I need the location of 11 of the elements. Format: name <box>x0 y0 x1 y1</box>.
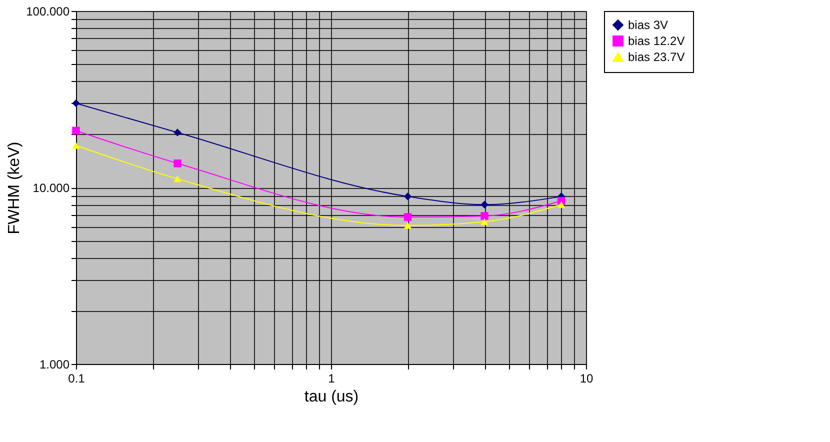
legend-label: bias 12.2V <box>628 34 685 48</box>
x-tick-label: 10 <box>580 372 594 386</box>
x-tick-label: 0.1 <box>68 372 86 386</box>
y-tick-label: 10.000 <box>32 181 70 195</box>
y-tick-label: 1.000 <box>39 358 70 372</box>
y-tick-label: 100.000 <box>26 4 70 18</box>
legend-label: bias 23.7V <box>628 50 685 64</box>
legend-label: bias 3V <box>628 18 668 32</box>
x-axis-title: tau (us) <box>304 388 359 406</box>
x-tick-label: 1 <box>328 372 336 386</box>
y-axis-title: FWHM (keV) <box>6 142 24 234</box>
